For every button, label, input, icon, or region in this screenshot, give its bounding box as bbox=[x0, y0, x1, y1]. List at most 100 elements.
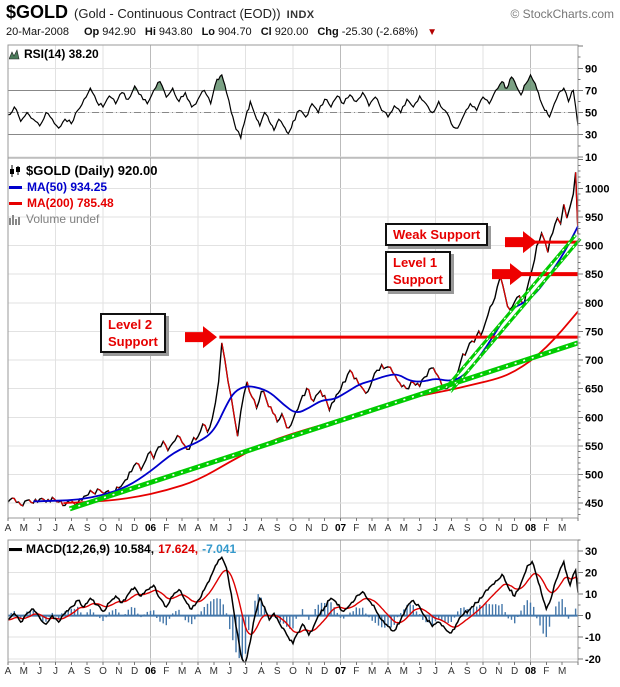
svg-text:M: M bbox=[178, 666, 186, 677]
svg-text:J: J bbox=[53, 523, 58, 534]
main-panel-legend: $GOLD (Daily) 920.00 MA(50) 934.25 MA(20… bbox=[9, 163, 158, 227]
svg-text:J: J bbox=[227, 523, 232, 534]
svg-text:900: 900 bbox=[585, 241, 603, 253]
level1-line2: Support bbox=[393, 272, 443, 287]
trendlines bbox=[68, 234, 582, 512]
svg-text:N: N bbox=[495, 666, 502, 677]
svg-text:O: O bbox=[289, 666, 297, 677]
svg-text:500: 500 bbox=[585, 470, 603, 482]
level2-line2: Support bbox=[108, 334, 158, 349]
svg-text:650: 650 bbox=[585, 384, 603, 396]
svg-text:550: 550 bbox=[585, 441, 603, 453]
svg-text:06: 06 bbox=[145, 523, 157, 534]
svg-text:A: A bbox=[385, 666, 392, 677]
svg-text:M: M bbox=[368, 666, 376, 677]
ma200-line-icon bbox=[9, 201, 22, 205]
svg-text:30: 30 bbox=[585, 546, 597, 558]
svg-text:20: 20 bbox=[585, 567, 597, 579]
macd-histogram bbox=[10, 594, 577, 660]
svg-text:S: S bbox=[274, 666, 281, 677]
svg-text:M: M bbox=[400, 523, 408, 534]
svg-text:F: F bbox=[163, 666, 169, 677]
svg-text:O: O bbox=[479, 523, 487, 534]
svg-text:F: F bbox=[353, 523, 359, 534]
xaxis-labels-macd: A M J J A S O N D 06 F M A M J J A S O N D 07 F M A M J J A S O N D 08 F M bbox=[5, 666, 567, 677]
svg-text:O: O bbox=[289, 523, 297, 534]
svg-text:08: 08 bbox=[525, 523, 537, 534]
svg-text:600: 600 bbox=[585, 412, 603, 424]
svg-text:70: 70 bbox=[585, 85, 597, 97]
legend-symbol-row: $GOLD (Daily) 920.00 bbox=[9, 163, 158, 179]
rsi-panel-title: RSI(14) 38.20 bbox=[9, 47, 99, 61]
svg-text:07: 07 bbox=[335, 666, 347, 677]
quote-close: Cl 920.00 bbox=[260, 26, 309, 38]
svg-text:J: J bbox=[433, 523, 438, 534]
svg-text:D: D bbox=[321, 523, 328, 534]
svg-text:O: O bbox=[99, 666, 107, 677]
legend-ma50-row: MA(50) 934.25 bbox=[9, 179, 158, 195]
macd-signal-line bbox=[7, 569, 579, 636]
change-down-arrow-icon: ▼ bbox=[427, 27, 438, 38]
level1-support-arrow-icon bbox=[492, 263, 524, 286]
annotation-arrows bbox=[185, 231, 537, 349]
rsi-grid bbox=[8, 45, 578, 158]
legend-ma200-label: MA(200) 785.48 bbox=[27, 196, 114, 210]
svg-text:A: A bbox=[448, 523, 455, 534]
svg-text:M: M bbox=[210, 666, 218, 677]
svg-text:D: D bbox=[511, 666, 518, 677]
legend-volume-label: Volume undef bbox=[26, 212, 100, 226]
svg-text:N: N bbox=[495, 523, 502, 534]
quote-low: Lo 904.70 bbox=[201, 26, 252, 38]
macd-label: MACD(12,26,9) bbox=[26, 542, 111, 556]
svg-text:N: N bbox=[305, 523, 312, 534]
svg-text:O: O bbox=[99, 523, 107, 534]
svg-text:J: J bbox=[53, 666, 58, 677]
long_uptrend-line bbox=[68, 340, 579, 512]
svg-text:J: J bbox=[243, 523, 248, 534]
macd-axis: 30 20 10 0 -10 -20 bbox=[7, 539, 601, 666]
svg-text:F: F bbox=[543, 666, 549, 677]
svg-text:A: A bbox=[5, 523, 12, 534]
svg-text:O: O bbox=[479, 666, 487, 677]
svg-text:-20: -20 bbox=[585, 654, 601, 666]
svg-text:J: J bbox=[243, 666, 248, 677]
svg-text:J: J bbox=[37, 523, 42, 534]
svg-text:S: S bbox=[464, 666, 471, 677]
svg-text:10: 10 bbox=[585, 152, 597, 164]
quote-high: Hi 943.80 bbox=[144, 26, 193, 38]
level2-line1: Level 2 bbox=[108, 317, 153, 332]
svg-text:50: 50 bbox=[585, 108, 597, 120]
svg-text:S: S bbox=[84, 523, 91, 534]
quote-change: Chg -25.30 (-2.68%) bbox=[317, 26, 419, 38]
svg-text:A: A bbox=[195, 666, 202, 677]
svg-text:-10: -10 bbox=[585, 632, 601, 644]
exchange-label: INDX bbox=[286, 9, 315, 21]
svg-text:S: S bbox=[84, 666, 91, 677]
price-axis: 1000 950 900 850 800 750 700 650 600 550 500 450 bbox=[7, 157, 609, 519]
svg-text:F: F bbox=[353, 666, 359, 677]
svg-text:N: N bbox=[115, 666, 122, 677]
legend-volume-row: Volume undef bbox=[9, 211, 158, 227]
weak-support-text: Weak Support bbox=[393, 227, 481, 242]
level2-support-arrow-icon bbox=[185, 326, 217, 349]
svg-text:A: A bbox=[68, 523, 75, 534]
macd-hist-value: -7.041 bbox=[202, 542, 237, 556]
legend-symbol-label: $GOLD (Daily) 920.00 bbox=[26, 163, 158, 178]
svg-text:A: A bbox=[385, 523, 392, 534]
svg-text:30: 30 bbox=[585, 130, 597, 142]
svg-text:D: D bbox=[511, 523, 518, 534]
area-chart-icon bbox=[9, 48, 20, 59]
svg-text:0: 0 bbox=[585, 611, 591, 623]
svg-text:M: M bbox=[20, 523, 28, 534]
quote-row: 20-Mar-2008 Op 942.90 Hi 943.80 Lo 904.70 C… bbox=[6, 26, 437, 38]
weak-support-annotation: Weak Support bbox=[385, 223, 489, 246]
svg-text:M: M bbox=[20, 666, 28, 677]
instrument-name: (Gold - Continuous Contract (EOD)) bbox=[74, 6, 281, 21]
svg-text:08: 08 bbox=[525, 666, 537, 677]
ma50-line-icon bbox=[9, 185, 22, 189]
svg-text:J: J bbox=[417, 523, 422, 534]
stockcharts-copyright: © StockCharts.com bbox=[510, 7, 614, 21]
month-ticks bbox=[7, 518, 579, 521]
